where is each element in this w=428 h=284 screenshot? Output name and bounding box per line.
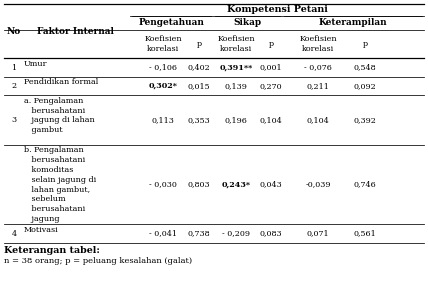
Text: 0,071: 0,071 bbox=[307, 229, 329, 237]
Text: n = 38 orang; p = peluang kesalahan (galat): n = 38 orang; p = peluang kesalahan (gal… bbox=[4, 257, 192, 265]
Text: p: p bbox=[363, 40, 368, 48]
Text: Sikap: Sikap bbox=[233, 18, 262, 27]
Text: Koefisien
korelasi: Koefisien korelasi bbox=[217, 36, 255, 53]
Text: 0,746: 0,746 bbox=[354, 181, 376, 189]
Text: Kompetensi Petani: Kompetensi Petani bbox=[226, 5, 327, 14]
Text: 0,392: 0,392 bbox=[354, 116, 377, 124]
Text: No: No bbox=[7, 27, 21, 36]
Text: 0,211: 0,211 bbox=[306, 82, 330, 90]
Text: Umur: Umur bbox=[24, 60, 48, 68]
Text: Koefisien
korelasi: Koefisien korelasi bbox=[144, 36, 182, 53]
Text: 0,548: 0,548 bbox=[354, 64, 376, 72]
Text: 4: 4 bbox=[12, 229, 17, 237]
Text: -0,039: -0,039 bbox=[305, 181, 331, 189]
Text: - 0,076: - 0,076 bbox=[304, 64, 332, 72]
Text: - 0,209: - 0,209 bbox=[222, 229, 250, 237]
Text: p: p bbox=[196, 40, 202, 48]
Text: Keterampilan: Keterampilan bbox=[319, 18, 387, 27]
Text: 0,043: 0,043 bbox=[260, 181, 282, 189]
Text: 0,302*: 0,302* bbox=[149, 82, 178, 90]
Text: 2: 2 bbox=[12, 82, 17, 90]
Text: 0,402: 0,402 bbox=[187, 64, 211, 72]
Text: 1: 1 bbox=[12, 64, 17, 72]
Text: 0,353: 0,353 bbox=[187, 116, 211, 124]
Text: - 0,041: - 0,041 bbox=[149, 229, 177, 237]
Text: Motivasi: Motivasi bbox=[24, 226, 59, 234]
Text: 0,270: 0,270 bbox=[260, 82, 282, 90]
Text: b. Pengalaman
   berusahatani
   komoditas
   selain jagung di
   lahan gambut,
: b. Pengalaman berusahatani komoditas sel… bbox=[24, 146, 96, 223]
Text: Keterangan tabel:: Keterangan tabel: bbox=[4, 246, 100, 255]
Text: 0,196: 0,196 bbox=[225, 116, 247, 124]
Text: p: p bbox=[268, 40, 273, 48]
Text: - 0,106: - 0,106 bbox=[149, 64, 177, 72]
Text: 0,243*: 0,243* bbox=[222, 181, 250, 189]
Text: 0,391**: 0,391** bbox=[220, 64, 253, 72]
Text: - 0,030: - 0,030 bbox=[149, 181, 177, 189]
Text: Koefisien
korelasi: Koefisien korelasi bbox=[299, 36, 337, 53]
Text: Pendidikan formal: Pendidikan formal bbox=[24, 78, 98, 86]
Text: 0,561: 0,561 bbox=[354, 229, 376, 237]
Text: 0,001: 0,001 bbox=[260, 64, 282, 72]
Text: 0,803: 0,803 bbox=[188, 181, 210, 189]
Text: 0,738: 0,738 bbox=[188, 229, 210, 237]
Text: 3: 3 bbox=[12, 116, 17, 124]
Text: 0,139: 0,139 bbox=[225, 82, 247, 90]
Text: 0,113: 0,113 bbox=[152, 116, 175, 124]
Text: Faktor Internal: Faktor Internal bbox=[36, 27, 113, 36]
Text: 0,092: 0,092 bbox=[354, 82, 376, 90]
Text: 0,104: 0,104 bbox=[306, 116, 330, 124]
Text: a. Pengalaman
   berusahatani
   jagung di lahan
   gambut: a. Pengalaman berusahatani jagung di lah… bbox=[24, 97, 95, 134]
Text: Pengetahuan: Pengetahuan bbox=[139, 18, 205, 27]
Text: 0,083: 0,083 bbox=[260, 229, 282, 237]
Text: 0,104: 0,104 bbox=[260, 116, 282, 124]
Text: 0,015: 0,015 bbox=[188, 82, 210, 90]
